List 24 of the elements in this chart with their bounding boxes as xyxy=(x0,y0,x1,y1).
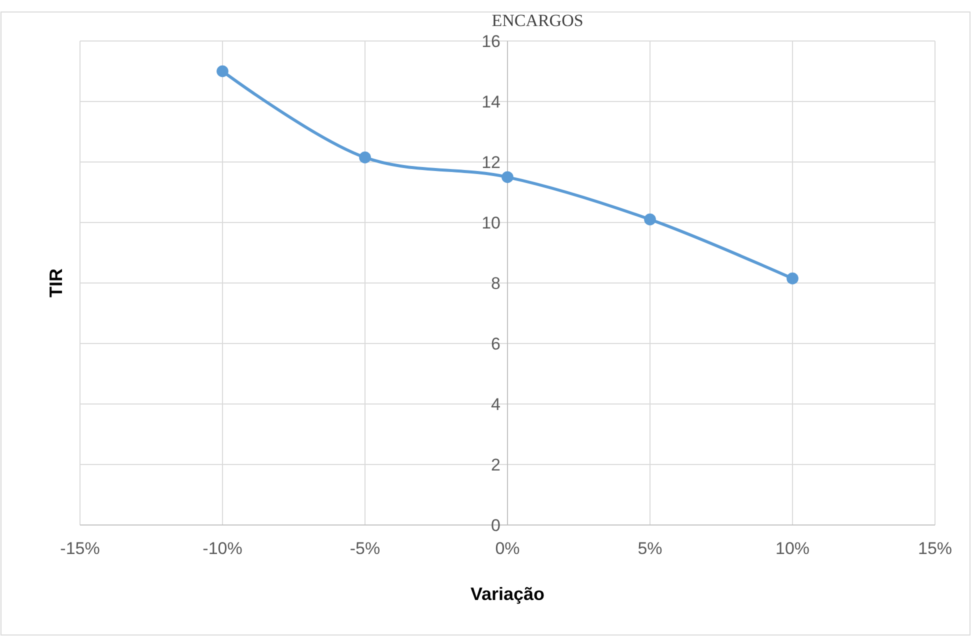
x-tick-label: -15% xyxy=(60,539,100,558)
x-tick-label: 10% xyxy=(775,539,810,558)
x-tick-label: 5% xyxy=(638,539,662,558)
y-tick-label: 10 xyxy=(482,214,500,232)
y-tick-label: 12 xyxy=(482,153,500,172)
y-tick-label: 16 xyxy=(482,32,500,51)
point xyxy=(786,272,798,284)
chart-title: ENCARGOS xyxy=(492,11,584,30)
point xyxy=(502,171,514,184)
y-tick-label: 4 xyxy=(491,395,500,414)
y-tick-label: 6 xyxy=(491,334,500,354)
y-tick-label: 2 xyxy=(491,456,500,474)
point xyxy=(216,65,228,78)
x-axis-title: Variação xyxy=(470,584,545,604)
point xyxy=(359,152,371,164)
y-axis-title: TIR xyxy=(46,268,66,298)
x-tick-label: 0% xyxy=(495,539,520,558)
y-tick-label: 8 xyxy=(491,274,500,293)
y-tick-label: 14 xyxy=(482,92,500,112)
x-tick-label: 15% xyxy=(918,539,952,558)
x-tick-label: -5% xyxy=(350,539,380,558)
x-tick-label: -10% xyxy=(202,539,242,558)
y-tick-label: 0 xyxy=(491,516,500,535)
point xyxy=(644,214,656,226)
